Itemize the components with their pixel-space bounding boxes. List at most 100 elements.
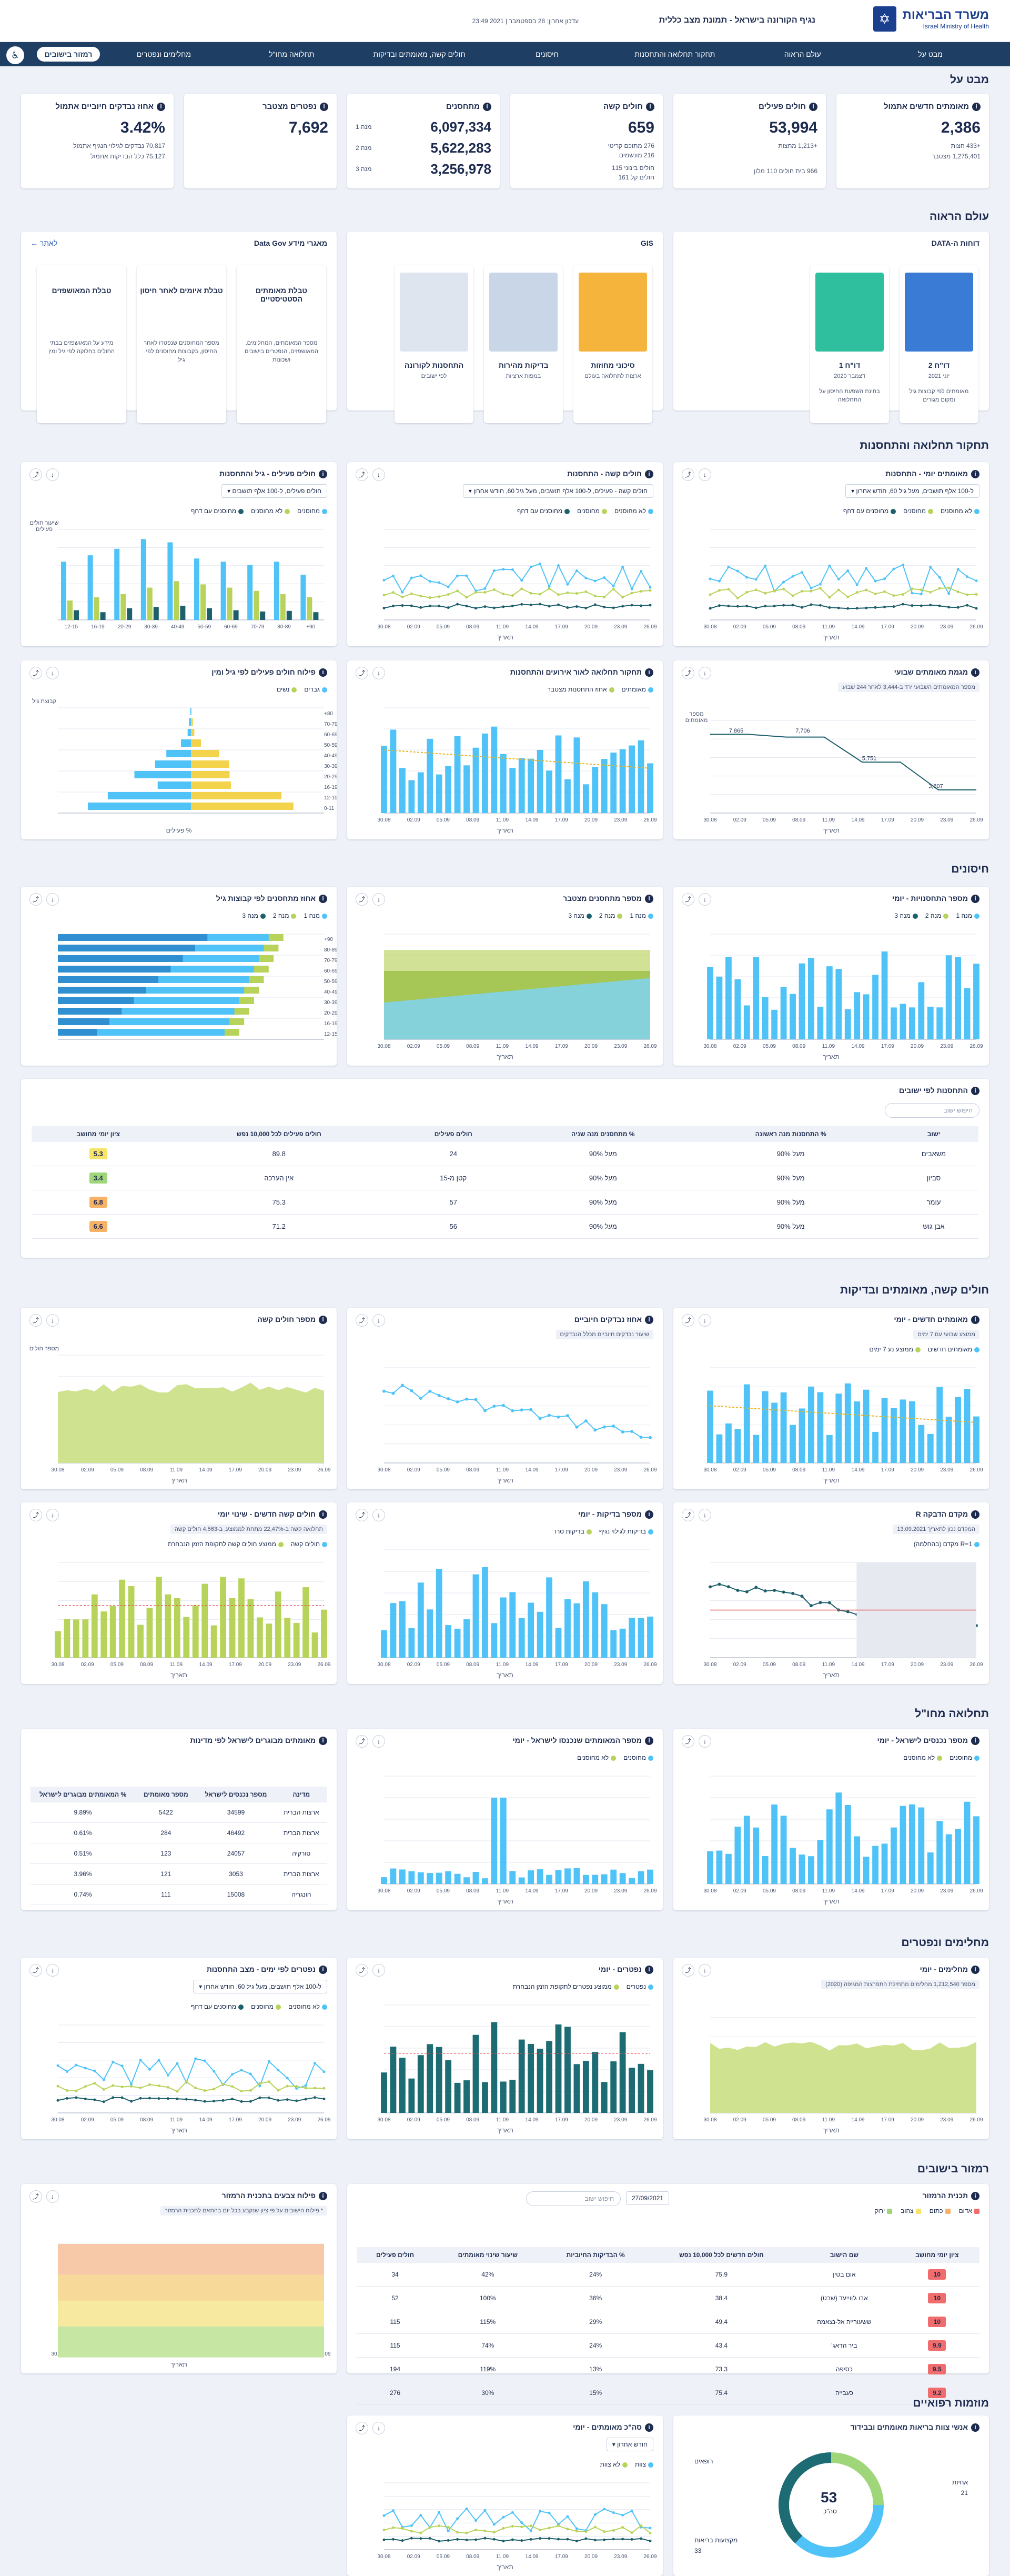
info-icon[interactable]: i xyxy=(319,470,327,479)
legend-item[interactable]: מנה 1 xyxy=(956,912,979,919)
info-icon[interactable]: i xyxy=(971,1966,979,1974)
download-icon[interactable]: ↓ xyxy=(372,2422,385,2434)
share-icon[interactable]: ⤴ xyxy=(682,893,694,906)
datagov-tile[interactable]: טבלת מאומתים הסטטיסטיים מספר המאומתים, ה… xyxy=(237,265,326,423)
period-select[interactable]: חולים פעילים, ל-100 אלף תושבים ▾ xyxy=(221,484,327,498)
download-icon[interactable]: ↓ xyxy=(46,2190,59,2203)
share-icon[interactable]: ⤴ xyxy=(356,468,368,481)
info-icon[interactable]: i xyxy=(645,2423,653,2432)
column-header[interactable]: חולים פעילים xyxy=(357,2247,434,2263)
legend-item[interactable]: גברים xyxy=(304,686,327,693)
info-icon[interactable]: i xyxy=(971,1316,979,1325)
download-icon[interactable]: ↓ xyxy=(372,1964,385,1977)
traffic-search-input[interactable]: חיפוש ישוב xyxy=(526,2191,621,2206)
nav-overview[interactable]: מבט על xyxy=(918,50,943,58)
download-icon[interactable]: ↓ xyxy=(699,667,711,679)
gis-tile[interactable]: התחסנות לקורונה לפי ישובים xyxy=(395,265,473,423)
share-icon[interactable]: ⤴ xyxy=(29,468,42,481)
info-icon[interactable]: i xyxy=(645,895,653,904)
download-icon[interactable]: ↓ xyxy=(46,468,59,481)
info-icon[interactable]: i xyxy=(971,1510,979,1519)
share-icon[interactable]: ⤴ xyxy=(356,893,368,906)
period-select[interactable]: חולים קשה - פעילים, ל-100 אלף תושבים, מע… xyxy=(462,484,653,498)
share-icon[interactable]: ⤴ xyxy=(29,893,42,906)
report-tile[interactable]: דו"ח 1 דצמבר 2020 בחינת השפעת החיסון על … xyxy=(810,265,889,423)
share-icon[interactable]: ⤴ xyxy=(29,1964,42,1977)
download-icon[interactable]: ↓ xyxy=(699,1735,711,1748)
share-icon[interactable]: ⤴ xyxy=(682,1509,694,1521)
legend-item[interactable]: לא מחוסנים xyxy=(903,1754,943,1761)
legend-item[interactable]: מחוסנים עם דחף xyxy=(191,2003,244,2010)
share-icon[interactable]: ⤴ xyxy=(682,1964,694,1977)
ministry-brand[interactable]: משרד הבריאות Israel Ministry of Health ✡ xyxy=(873,6,989,32)
legend-item[interactable]: לא מחוסנים xyxy=(614,507,653,515)
nav-traffic[interactable]: רמזור בישובים xyxy=(36,47,100,62)
legend-item[interactable]: מנה 2 xyxy=(599,912,623,919)
nav-vaccines[interactable]: חיסונים xyxy=(536,50,559,58)
column-header[interactable]: חולים פעילים לכל 10,000 נפש xyxy=(165,1126,393,1142)
period-select[interactable]: חודש אחרון ▾ xyxy=(606,2438,653,2451)
download-icon[interactable]: ↓ xyxy=(699,1964,711,1977)
legend-item[interactable]: מחוסנים xyxy=(950,1754,979,1761)
download-icon[interactable]: ↓ xyxy=(372,1509,385,1521)
column-header[interactable]: חולים חדשים לכל 10,000 נפש xyxy=(649,2247,794,2263)
legend-item[interactable]: אחוז התחסנות מצטבר xyxy=(548,686,614,693)
share-icon[interactable]: ⤴ xyxy=(29,1314,42,1327)
share-icon[interactable]: ⤴ xyxy=(356,1735,368,1748)
info-icon[interactable]: i xyxy=(645,470,653,479)
traffic-date-select[interactable]: 27/09/2021 xyxy=(626,2191,670,2205)
info-icon[interactable]: i xyxy=(646,103,654,112)
legend-item[interactable]: בדיקות לגילוי נגיף xyxy=(599,1528,653,1535)
legend-item[interactable]: מנה 1 xyxy=(304,912,327,919)
legend-item[interactable]: מאומתים xyxy=(622,686,653,693)
datagov-tile[interactable]: טבלת המאושפזים מידע על המאושפזים בבתי הח… xyxy=(37,265,126,423)
legend-item[interactable]: מנה 1 xyxy=(630,912,653,919)
legend-item[interactable]: מחוסנים עם דחף xyxy=(191,507,244,515)
download-icon[interactable]: ↓ xyxy=(699,1314,711,1327)
download-icon[interactable]: ↓ xyxy=(372,1314,385,1327)
legend-item[interactable]: מנה 2 xyxy=(925,912,949,919)
share-icon[interactable]: ⤴ xyxy=(682,1314,694,1327)
info-icon[interactable]: i xyxy=(645,1316,653,1325)
info-icon[interactable]: i xyxy=(809,103,817,112)
legend-item[interactable]: נפטרים xyxy=(627,1983,653,1990)
info-icon[interactable]: i xyxy=(645,1737,653,1746)
legend-item[interactable]: צוות xyxy=(635,2461,653,2468)
share-icon[interactable]: ⤴ xyxy=(682,468,694,481)
legend-item[interactable]: מנה 3 xyxy=(894,912,918,919)
info-icon[interactable]: i xyxy=(645,668,653,677)
legend-item[interactable]: מאומתים חדשים xyxy=(928,1346,979,1353)
download-icon[interactable]: ↓ xyxy=(372,893,385,906)
nav-investigation[interactable]: תחקור תחלואה והתחסנות xyxy=(634,50,715,58)
download-icon[interactable]: ↓ xyxy=(46,893,59,906)
period-select[interactable]: ל-100 אלף תושבים, מעל גיל 60, חודש אחרון… xyxy=(845,484,979,498)
info-icon[interactable]: i xyxy=(971,668,979,677)
share-icon[interactable]: ⤴ xyxy=(356,667,368,679)
column-header[interactable]: ציון יומי מחושב xyxy=(894,2247,979,2263)
legend-item[interactable]: לא מחוסנים xyxy=(288,2003,327,2010)
legend-item[interactable]: בדיקות סרו xyxy=(555,1528,592,1535)
share-icon[interactable]: ⤴ xyxy=(356,2422,368,2434)
legend-item[interactable]: מחוסנים xyxy=(577,507,607,515)
legend-item[interactable]: נשים xyxy=(277,686,297,693)
info-icon[interactable]: i xyxy=(157,103,165,112)
legend-item[interactable]: ממוצע נפטרים לתקופת הזמן הנבחרת xyxy=(513,1983,619,1990)
info-icon[interactable]: i xyxy=(319,1510,327,1519)
info-icon[interactable]: i xyxy=(320,103,328,112)
column-header[interactable]: מספר נכנסים לישראל xyxy=(196,1787,276,1802)
info-icon[interactable]: i xyxy=(971,2192,979,2201)
info-icon[interactable]: i xyxy=(971,1087,979,1096)
info-icon[interactable]: i xyxy=(483,103,491,112)
column-header[interactable]: ציון יומי מחושב xyxy=(32,1126,165,1142)
info-icon[interactable]: i xyxy=(971,1737,979,1746)
download-icon[interactable]: ↓ xyxy=(46,1964,59,1977)
info-icon[interactable]: i xyxy=(319,1966,327,1974)
column-header[interactable]: % המאומתים מבוגרים לישראל xyxy=(31,1787,136,1802)
legend-item[interactable]: מחוסנים xyxy=(623,1754,653,1761)
column-header[interactable]: % התחסנות מנה ראשונה xyxy=(692,1126,889,1142)
legend-item[interactable]: מנה 3 xyxy=(242,912,266,919)
legend-item[interactable]: מחוסנים xyxy=(903,507,933,515)
legend-item[interactable]: לא צוות xyxy=(600,2461,628,2468)
info-icon[interactable]: i xyxy=(319,668,327,677)
info-icon[interactable]: i xyxy=(319,2192,327,2201)
